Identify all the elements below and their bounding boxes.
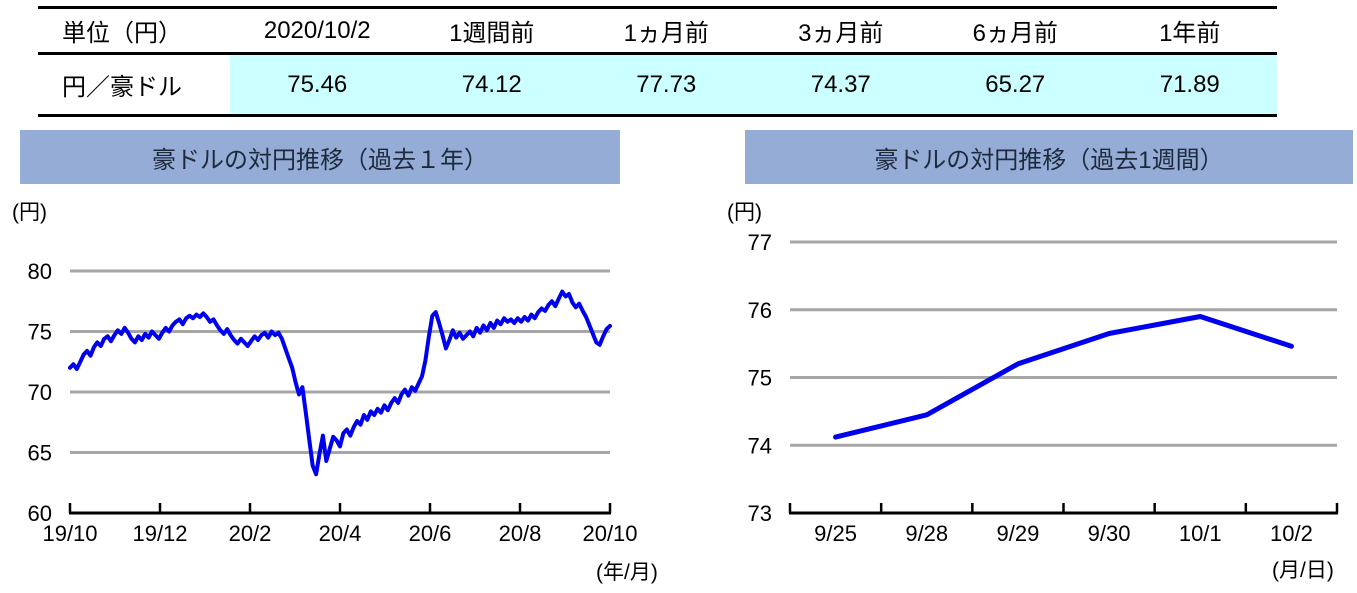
svg-text:73: 73	[748, 501, 772, 526]
rate-value-1year-ago: 71.89	[1102, 55, 1277, 114]
table-header-row: 単位（円） 2020/10/2 1週間前 1ヵ月前 3ヵ月前 6ヵ月前 1年前	[38, 9, 1277, 55]
chart-title-1year: 豪ドルの対円推移（過去１年）	[20, 130, 620, 184]
y-axis-unit-label-1year: (円)	[12, 201, 47, 224]
x-axis-unit-label-1week: (月/日)	[1272, 559, 1334, 582]
svg-text:19/10: 19/10	[42, 521, 97, 546]
svg-text:65: 65	[28, 441, 52, 466]
rate-value-current: 75.46	[230, 55, 405, 114]
svg-text:80: 80	[28, 259, 52, 284]
svg-text:20/6: 20/6	[409, 521, 452, 546]
table-row-label: 円／豪ドル	[62, 74, 182, 101]
svg-text:9/29: 9/29	[997, 521, 1040, 546]
rate-value-3months-ago: 74.37	[753, 55, 928, 114]
line-chart-1week: 73 74 75 76 77 9/25 9/28 9/29 9/30 10/1 10/2	[748, 230, 1339, 546]
table-unit-header: 単位（円）	[62, 20, 182, 47]
svg-text:9/28: 9/28	[905, 521, 948, 546]
svg-text:9/25: 9/25	[814, 521, 857, 546]
svg-text:19/12: 19/12	[132, 521, 187, 546]
table-header-3months-ago: 3ヵ月前	[798, 20, 884, 47]
line-chart-1year: 60 65 70 75 80 19/10 19/12 20/2 20/4 20/6 20/8 20/1…	[28, 259, 638, 546]
rate-value-1month-ago: 77.73	[579, 55, 754, 114]
table-header-1week-ago: 1週間前	[449, 20, 535, 47]
rate-value-1week-ago: 74.12	[404, 55, 579, 114]
svg-text:74: 74	[748, 433, 772, 458]
svg-text:70: 70	[28, 380, 52, 405]
svg-text:75: 75	[748, 366, 772, 391]
svg-text:20/10: 20/10	[582, 521, 637, 546]
svg-text:20/2: 20/2	[229, 521, 272, 546]
svg-text:60: 60	[28, 501, 52, 526]
svg-text:77: 77	[748, 230, 772, 255]
svg-text:10/2: 10/2	[1270, 521, 1313, 546]
exchange-rate-table: 単位（円） 2020/10/2 1週間前 1ヵ月前 3ヵ月前 6ヵ月前 1年前 …	[38, 6, 1277, 117]
table-header-1month-ago: 1ヵ月前	[623, 20, 709, 47]
svg-text:75: 75	[28, 320, 52, 345]
table-row: 円／豪ドル 75.46 74.12 77.73 74.37 65.27 71.8…	[38, 55, 1277, 114]
svg-text:10/1: 10/1	[1179, 521, 1222, 546]
chart-title-1week: 豪ドルの対円推移（過去1週間）	[745, 130, 1353, 184]
x-axis-unit-label-1year: (年/月)	[596, 561, 658, 584]
rate-value-6months-ago: 65.27	[928, 55, 1103, 114]
table-header-1year-ago: 1年前	[1159, 20, 1221, 47]
svg-text:76: 76	[748, 298, 772, 323]
y-axis-unit-label-1week: (円)	[727, 201, 762, 224]
svg-text:20/4: 20/4	[319, 521, 362, 546]
svg-text:9/30: 9/30	[1088, 521, 1131, 546]
svg-text:20/8: 20/8	[499, 521, 542, 546]
table-header-6months-ago: 6ヵ月前	[972, 20, 1058, 47]
table-header-date: 2020/10/2	[263, 16, 371, 44]
